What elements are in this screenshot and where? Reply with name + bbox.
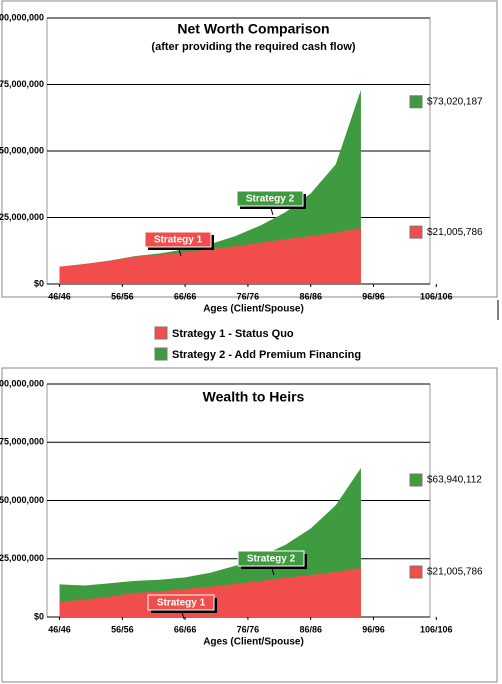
- y-tick-label: $75,000,000: [0, 79, 44, 89]
- callout: [237, 550, 305, 567]
- value-label: $21,005,786: [427, 567, 483, 578]
- area: [59, 568, 361, 617]
- area: [59, 89, 361, 285]
- legend-swatch: [154, 326, 168, 340]
- x-tick-label: 86/86: [299, 624, 322, 634]
- legend-label: Strategy 1 - Status Quo: [172, 328, 294, 340]
- value-label-swatch: [409, 95, 423, 109]
- y-tick-label: $0: [34, 611, 44, 621]
- value-label: $21,005,786: [427, 227, 483, 238]
- callout-label: Strategy 1: [154, 235, 203, 246]
- value-label-swatch: [409, 225, 423, 239]
- x-tick-label: 76/76: [237, 291, 260, 301]
- x-tick-label: 56/56: [111, 624, 134, 634]
- value-label-swatch: [409, 473, 423, 487]
- value-label-swatch: [409, 565, 423, 579]
- legend-label: Strategy 2 - Add Premium Financing: [172, 349, 361, 361]
- x-tick-label: 46/46: [48, 624, 71, 634]
- x-tick-label: 106/106: [420, 624, 453, 634]
- callout: [236, 190, 304, 207]
- x-tick-label: 96/96: [362, 624, 385, 634]
- chart-subtitle: (after providing the required cash flow): [151, 41, 355, 53]
- chart-title: Net Worth Comparison: [177, 21, 329, 37]
- callout-label: Strategy 1: [157, 598, 206, 609]
- y-tick-label: $75,000,000: [0, 437, 44, 447]
- y-tick-label: $0: [34, 278, 44, 288]
- value-label: $63,940,112: [427, 475, 482, 486]
- y-tick-label: $50,000,000: [0, 145, 44, 155]
- callout-label: Strategy 2: [246, 194, 295, 205]
- x-tick-label: 86/86: [299, 291, 322, 301]
- callout: [147, 594, 215, 611]
- x-tick-label: 106/106: [420, 291, 453, 301]
- y-tick-label: $25,000,000: [0, 553, 44, 563]
- value-label: $73,020,187: [427, 96, 483, 107]
- x-axis-label: Ages (Client/Spouse): [203, 637, 304, 648]
- x-tick-label: 76/76: [237, 624, 260, 634]
- y-tick-label: $25,000,000: [0, 212, 44, 222]
- y-tick-label: $100,000,000: [0, 12, 44, 22]
- chart-title: Wealth to Heirs: [203, 389, 305, 405]
- x-tick-label: 66/66: [174, 291, 197, 301]
- callout-label: Strategy 2: [247, 554, 296, 565]
- x-axis-label: Ages (Client/Spouse): [203, 304, 304, 315]
- callout: [144, 231, 212, 248]
- x-tick-label: 96/96: [362, 291, 385, 301]
- x-tick-label: 46/46: [48, 291, 71, 301]
- legend-swatch: [154, 347, 168, 361]
- y-tick-label: $50,000,000: [0, 495, 44, 505]
- y-tick-label: $100,000,000: [0, 378, 44, 388]
- x-tick-label: 66/66: [174, 624, 197, 634]
- area: [59, 228, 361, 284]
- x-tick-label: 56/56: [111, 291, 134, 301]
